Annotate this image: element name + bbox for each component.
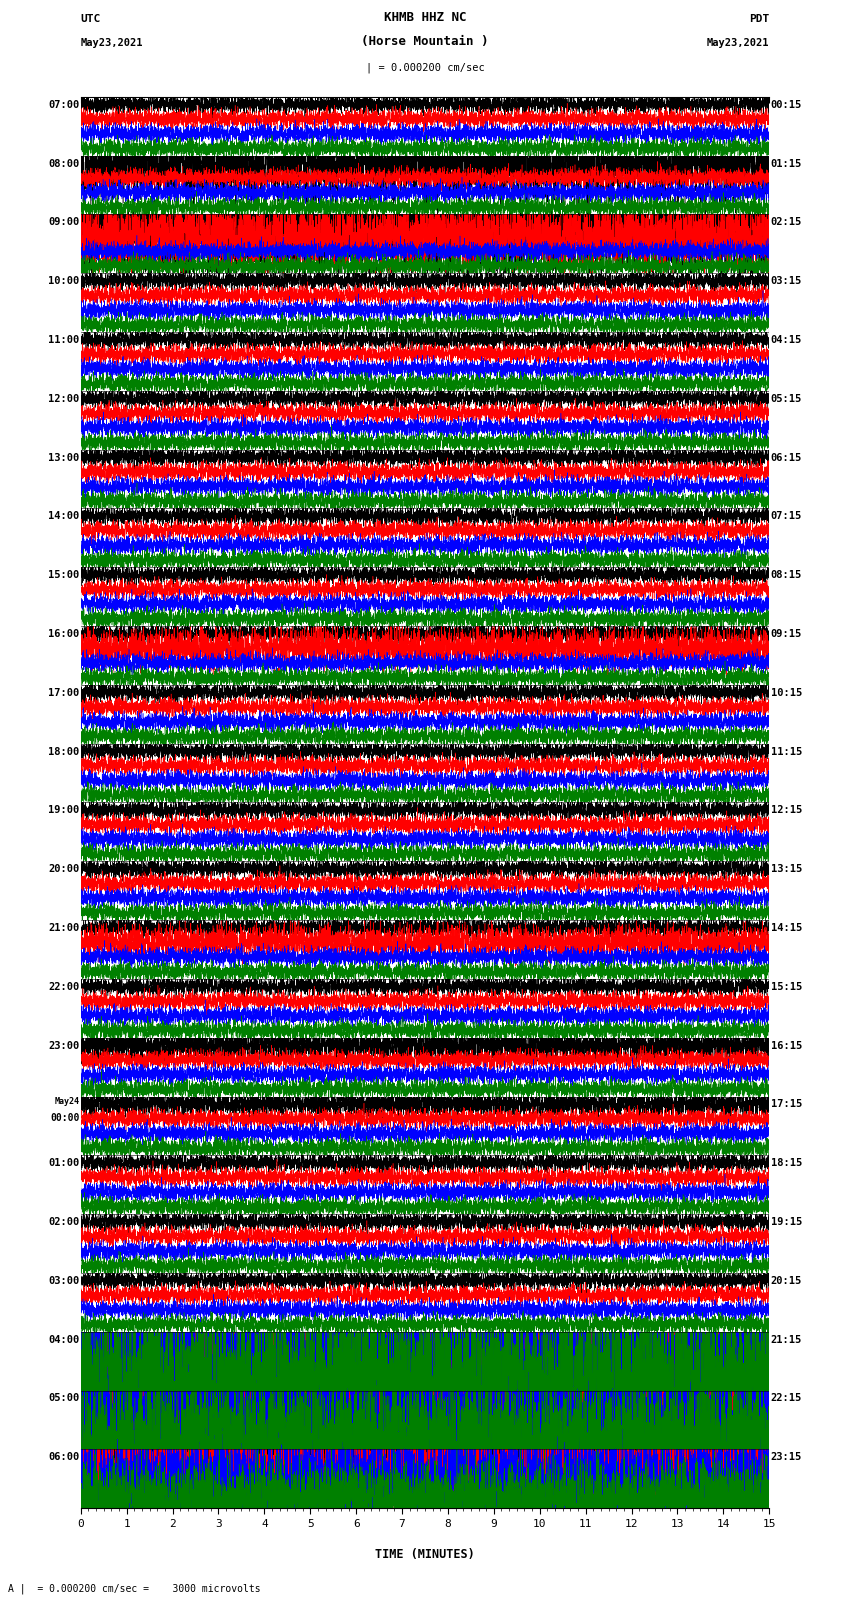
Text: 22:00: 22:00 — [48, 982, 79, 992]
Text: | = 0.000200 cm/sec: | = 0.000200 cm/sec — [366, 61, 484, 73]
Text: 18:00: 18:00 — [48, 747, 79, 756]
Text: 05:15: 05:15 — [771, 394, 802, 403]
Text: 02:00: 02:00 — [48, 1218, 79, 1227]
Text: 19:00: 19:00 — [48, 805, 79, 816]
Text: 15:15: 15:15 — [771, 982, 802, 992]
Text: 00:00: 00:00 — [50, 1113, 79, 1123]
Text: 23:00: 23:00 — [48, 1040, 79, 1050]
Text: May23,2021: May23,2021 — [81, 39, 144, 48]
Text: May23,2021: May23,2021 — [706, 39, 769, 48]
Text: 14:00: 14:00 — [48, 511, 79, 521]
Text: 23:15: 23:15 — [771, 1452, 802, 1463]
Text: 21:00: 21:00 — [48, 923, 79, 932]
Text: (Horse Mountain ): (Horse Mountain ) — [361, 35, 489, 48]
Text: 14:15: 14:15 — [771, 923, 802, 932]
Text: 01:15: 01:15 — [771, 158, 802, 168]
Text: UTC: UTC — [81, 15, 101, 24]
Text: 20:15: 20:15 — [771, 1276, 802, 1286]
Text: 10:15: 10:15 — [771, 687, 802, 698]
Text: 12:15: 12:15 — [771, 805, 802, 816]
Text: 13:00: 13:00 — [48, 453, 79, 463]
Text: 11:00: 11:00 — [48, 336, 79, 345]
Text: KHMB HHZ NC: KHMB HHZ NC — [383, 11, 467, 24]
Text: 13:15: 13:15 — [771, 865, 802, 874]
Text: 01:00: 01:00 — [48, 1158, 79, 1168]
Text: 09:00: 09:00 — [48, 218, 79, 227]
Text: 09:15: 09:15 — [771, 629, 802, 639]
Text: 08:00: 08:00 — [48, 158, 79, 168]
Text: 07:00: 07:00 — [48, 100, 79, 110]
Text: 22:15: 22:15 — [771, 1394, 802, 1403]
Text: 06:15: 06:15 — [771, 453, 802, 463]
Text: 07:15: 07:15 — [771, 511, 802, 521]
Text: 11:15: 11:15 — [771, 747, 802, 756]
Text: 03:15: 03:15 — [771, 276, 802, 286]
Text: 16:00: 16:00 — [48, 629, 79, 639]
Text: 12:00: 12:00 — [48, 394, 79, 403]
Text: 16:15: 16:15 — [771, 1040, 802, 1050]
Text: 02:15: 02:15 — [771, 218, 802, 227]
Text: 20:00: 20:00 — [48, 865, 79, 874]
Text: 17:15: 17:15 — [771, 1100, 802, 1110]
Text: 17:00: 17:00 — [48, 687, 79, 698]
Text: A |  = 0.000200 cm/sec =    3000 microvolts: A | = 0.000200 cm/sec = 3000 microvolts — [8, 1582, 261, 1594]
Text: 21:15: 21:15 — [771, 1334, 802, 1345]
Text: 10:00: 10:00 — [48, 276, 79, 286]
Text: PDT: PDT — [749, 15, 769, 24]
Text: 04:15: 04:15 — [771, 336, 802, 345]
Text: 04:00: 04:00 — [48, 1334, 79, 1345]
Text: TIME (MINUTES): TIME (MINUTES) — [375, 1548, 475, 1561]
Text: 08:15: 08:15 — [771, 569, 802, 581]
Text: 03:00: 03:00 — [48, 1276, 79, 1286]
Text: 00:15: 00:15 — [771, 100, 802, 110]
Text: 05:00: 05:00 — [48, 1394, 79, 1403]
Text: 06:00: 06:00 — [48, 1452, 79, 1463]
Text: 19:15: 19:15 — [771, 1218, 802, 1227]
Text: 18:15: 18:15 — [771, 1158, 802, 1168]
Text: 15:00: 15:00 — [48, 569, 79, 581]
Text: May24: May24 — [54, 1097, 79, 1105]
